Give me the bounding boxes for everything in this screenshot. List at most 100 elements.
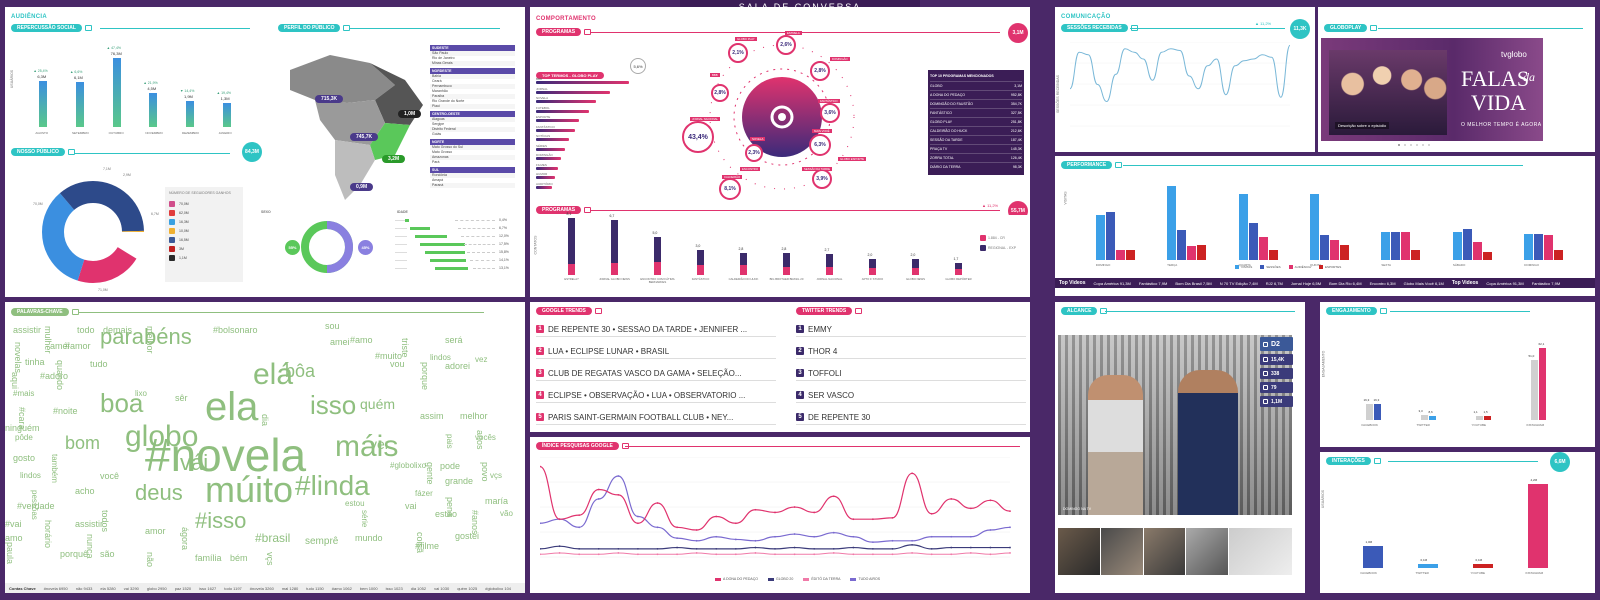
calendar-icon[interactable] [343, 24, 351, 31]
term-bar [536, 157, 561, 160]
calendar-icon[interactable] [1379, 307, 1387, 314]
panel-audiencia: AUDIÊNCIA REPERCUSSÃO SOCIAL USUÁRIOS ▲ … [5, 7, 525, 297]
repercussao-ylabel: USUÁRIOS [10, 69, 15, 89]
legend-item: SESSÕES [1260, 265, 1281, 269]
calendar-icon[interactable] [621, 442, 629, 449]
region-row: Paraíba [430, 94, 515, 99]
legend-swatch [1260, 265, 1265, 269]
programas2-ylabel: CONTATOS [533, 235, 538, 255]
twitter-trend-item[interactable]: 1 EMMY [796, 322, 1026, 337]
bubble: 3,6% [820, 103, 840, 123]
term-bar [536, 128, 575, 132]
ticker-item: vai 3290 [123, 585, 139, 591]
alcance-title: ALCANCE [1061, 306, 1098, 315]
globoplay-banner[interactable]: tvglobo FALAS da VIDA O MELHOR TEMPO É A… [1321, 38, 1543, 141]
keyword: porque [420, 362, 430, 391]
sessoes-badge: 11,3K [1290, 19, 1310, 39]
calendar-icon[interactable] [594, 307, 602, 314]
calendar-icon[interactable] [1130, 24, 1138, 31]
youtube-icon [169, 209, 175, 216]
legend-item: REGIONAL - EXP [980, 245, 1016, 251]
bar [222, 103, 231, 127]
divider [75, 153, 230, 154]
keyword: mulher [43, 326, 53, 354]
series-pink-point [540, 465, 541, 468]
keyword: povo [480, 462, 490, 482]
calendar-icon[interactable] [67, 148, 75, 155]
keyword: pôde [15, 433, 33, 442]
keyword: família [195, 553, 222, 563]
google-trend-item[interactable]: 2 LUA • ECLIPSE LUNAR • BRASIL [536, 344, 776, 359]
keyword: amei [330, 337, 350, 347]
banner-title3: VIDA [1471, 90, 1526, 115]
tick-label: TWITTER [1415, 571, 1429, 575]
performance-bar [1381, 232, 1391, 260]
divider [1105, 311, 1295, 312]
interacoes-header: INTERAÇÕES [1326, 456, 1381, 465]
google-trend-item[interactable]: 3 CLUB DE REGATAS VASCO DA GAMA • SELEÇÃO… [536, 366, 776, 381]
term-label: FANTÁSTICO [536, 124, 555, 129]
snapchat-icon [169, 227, 175, 234]
keyword: #brasil [255, 531, 291, 545]
legend-value: 10,0M [179, 228, 189, 233]
term-label: FUTEBOL [536, 105, 550, 110]
keyword: vçs [490, 471, 502, 480]
globoplay-title: GLOBOPLAY [1324, 23, 1368, 32]
performance-chart: DOMINGO TERÇA QUARTA QUINTA SEXTA SÁBADO DOMIN… [1080, 178, 1580, 278]
google-trend-item[interactable]: 1 DE REPENTE 30 • SESSAO DA TARDE • JENNI… [536, 322, 776, 337]
twitter-trend-item[interactable]: 2 THOR 4 [796, 344, 1026, 359]
calendar-icon[interactable] [1373, 457, 1381, 464]
alcance-thumbnails[interactable] [1058, 528, 1292, 575]
google-trend-item[interactable]: 4 ECLIPSE • OBSERVAÇÃO • LUA • OBSERVATOR… [536, 388, 776, 403]
top10-value: 251,8K [1010, 120, 1022, 124]
twitter-trend-item[interactable]: 5 DE REPENTE 30 [796, 410, 1026, 425]
tick-label: INSTAGRAM [1525, 571, 1544, 575]
keyword: #amor [65, 341, 91, 351]
calendar-icon[interactable] [71, 308, 79, 315]
series-pink-point [754, 508, 757, 511]
calendar-icon[interactable] [1370, 24, 1378, 31]
top10-name: DOMINGÃO DO FAUSTÃO [930, 102, 973, 106]
trend-rank: 3 [536, 369, 544, 377]
bar-pink [825, 266, 833, 275]
region-row: Mato Grosso [430, 150, 515, 155]
twitter-trend-item[interactable]: 4 SER VASCO [796, 388, 1026, 403]
twitter-trend-item[interactable]: 3 TOFFOLI [796, 366, 1026, 381]
legend-label: GLOBO 20 [776, 577, 794, 581]
ticker-item: vai 1030 [434, 585, 450, 591]
calendar-icon[interactable] [584, 28, 592, 35]
keyword: #bolsonaro [213, 325, 258, 335]
legend-swatch [768, 577, 775, 581]
twitter-trends-header: TWITTER TRENDS [796, 306, 863, 315]
bar-value-label: 16,3 [1363, 398, 1370, 403]
instagram-icon [169, 200, 175, 207]
series-navy-point [734, 548, 737, 550]
calendar-icon[interactable] [1100, 307, 1108, 314]
age-dash [458, 228, 495, 229]
carousel-dots[interactable] [1398, 144, 1430, 146]
calendar-icon[interactable] [1115, 161, 1123, 168]
series-light-point [872, 553, 874, 556]
perfil-title: PERFIL DO PÚBLICO [278, 23, 341, 32]
tick-label: TERÇA [1167, 263, 1178, 267]
keyword: melhor [460, 411, 488, 421]
bubble: 8,1% [719, 178, 741, 200]
tick-label: SÁBADO [1452, 263, 1466, 267]
keyword: #muito [375, 351, 403, 361]
legend-item: 1.884 - CR [980, 235, 1016, 241]
perfil-header: PERFIL DO PÚBLICO [278, 23, 351, 32]
alcance-photo[interactable] [1058, 335, 1292, 515]
series-purple-point [1009, 526, 1011, 529]
calendar-icon[interactable] [855, 307, 863, 314]
bar-color [1428, 415, 1436, 420]
series-light-point [930, 553, 933, 556]
term-bar [536, 166, 558, 170]
ticker-item: Contas Chave [9, 585, 36, 591]
calendar-icon[interactable] [584, 206, 592, 213]
region-title: NORTE [430, 139, 515, 145]
google-trend-item[interactable]: 5 PARIS SAINT-GERMAIN FOOTBALL CLUB • NEY… [536, 410, 776, 425]
calendar-icon[interactable] [84, 24, 92, 31]
performance-bar [1544, 235, 1554, 260]
interacoes-bar [1362, 546, 1383, 568]
performance-bar [1105, 212, 1115, 260]
